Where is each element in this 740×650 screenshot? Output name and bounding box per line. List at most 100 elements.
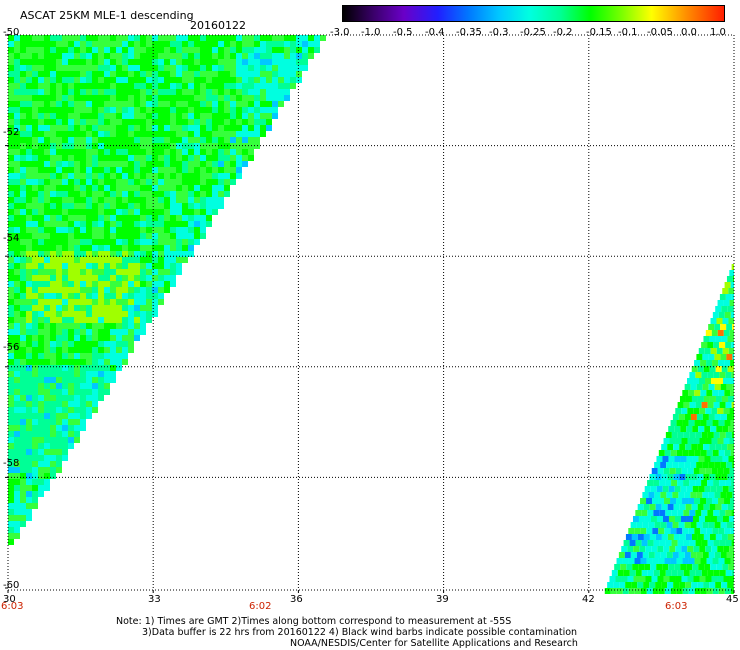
data-cell: [182, 83, 188, 89]
data-cell: [122, 59, 128, 65]
data-cell: [706, 528, 713, 534]
data-cell: [8, 521, 14, 527]
data-cell: [62, 131, 68, 137]
data-cell: [662, 486, 669, 492]
data-cell: [14, 245, 20, 251]
data-cell: [56, 119, 62, 125]
data-cell: [104, 239, 110, 245]
data-cell: [32, 65, 38, 71]
data-cell: [20, 497, 26, 503]
data-cell: [665, 570, 672, 576]
data-cell: [726, 354, 733, 360]
data-cell: [236, 155, 242, 161]
data-cell: [194, 167, 200, 173]
data-cell: [719, 480, 726, 486]
data-cell: [206, 65, 212, 71]
data-cell: [74, 251, 80, 257]
data-cell: [656, 516, 663, 522]
data-cell: [158, 185, 164, 191]
data-cell: [32, 311, 38, 317]
data-cell: [616, 588, 623, 594]
data-cell: [302, 53, 308, 59]
data-cell: [647, 570, 654, 576]
data-cell: [164, 53, 170, 59]
data-cell: [728, 348, 734, 354]
data-cell: [80, 335, 86, 341]
data-cell: [68, 125, 74, 131]
data-cell: [182, 239, 188, 245]
data-cell: [182, 137, 188, 143]
data-cell: [8, 473, 14, 479]
data-cell: [164, 191, 170, 197]
data-cell: [266, 89, 272, 95]
data-cell: [667, 474, 674, 480]
data-cell: [730, 282, 734, 288]
data-cell: [74, 233, 80, 239]
data-cell: [98, 299, 104, 305]
data-cell: [92, 251, 98, 257]
data-cell: [8, 485, 14, 491]
data-cell: [182, 209, 188, 215]
data-cell: [266, 65, 272, 71]
data-cell: [14, 395, 20, 401]
data-cell: [14, 47, 20, 53]
data-cell: [212, 185, 218, 191]
data-cell: [32, 239, 38, 245]
data-cell: [122, 257, 128, 263]
data-cell: [134, 185, 140, 191]
data-cell: [728, 318, 734, 324]
data-cell: [730, 360, 734, 366]
data-cell: [707, 480, 714, 486]
data-cell: [146, 119, 152, 125]
data-cell: [182, 101, 188, 107]
data-cell: [56, 455, 62, 461]
data-cell: [38, 155, 44, 161]
data-cell: [194, 59, 200, 65]
data-cell: [212, 119, 218, 125]
data-cell: [122, 65, 128, 71]
data-cell: [80, 353, 86, 359]
data-cell: [713, 342, 720, 348]
data-cell: [703, 582, 710, 588]
data-cell: [730, 588, 734, 594]
data-cell: [62, 389, 68, 395]
data-cell: [727, 396, 734, 402]
data-cell: [128, 311, 134, 317]
data-cell: [8, 335, 14, 341]
data-cell: [8, 461, 14, 467]
data-cell: [80, 119, 86, 125]
data-cell: [74, 185, 80, 191]
data-cell: [44, 227, 50, 233]
data-cell: [134, 53, 140, 59]
data-cell: [302, 59, 308, 65]
data-cell: [176, 221, 182, 227]
data-cell: [128, 131, 134, 137]
data-cell: [26, 299, 32, 305]
data-cell: [176, 95, 182, 101]
data-cell: [176, 215, 182, 221]
data-cell: [128, 329, 134, 335]
data-cell: [677, 432, 684, 438]
data-cell: [38, 185, 44, 191]
data-cell: [8, 287, 14, 293]
data-cell: [38, 179, 44, 185]
data-cell: [711, 330, 718, 336]
colorbar-tick: -1.0: [361, 27, 381, 38]
data-cell: [110, 83, 116, 89]
data-cell: [665, 480, 672, 486]
data-cell: [20, 209, 26, 215]
data-cell: [656, 456, 663, 462]
data-cell: [729, 546, 734, 552]
data-cell: [194, 191, 200, 197]
data-cell: [140, 149, 146, 155]
data-cell: [104, 155, 110, 161]
data-cell: [152, 167, 158, 173]
data-cell: [38, 437, 44, 443]
data-cell: [8, 197, 14, 203]
data-cell: [92, 287, 98, 293]
data-cell: [32, 449, 38, 455]
data-cell: [104, 335, 110, 341]
data-cell: [690, 462, 697, 468]
data-cell: [182, 161, 188, 167]
data-cell: [38, 149, 44, 155]
